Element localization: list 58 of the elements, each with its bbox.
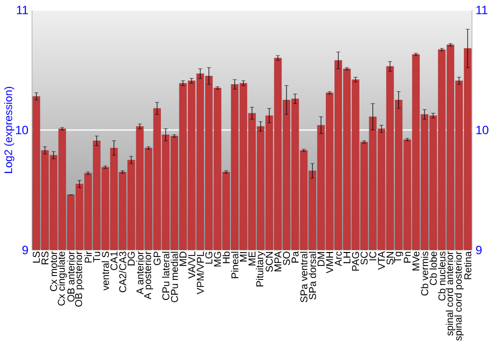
x-tick-label: MG <box>214 252 222 266</box>
x-tick-label: VTA <box>378 251 385 270</box>
x-tick-label: spinal cord posterior <box>454 251 464 341</box>
x-tick-label: LG <box>205 252 212 264</box>
x-tick-label: CA1 <box>110 252 118 270</box>
x-tick-label: VPM/VPL <box>196 252 204 294</box>
x-tick-label: Cx cingulate <box>58 252 67 306</box>
x-tick-label: CPu lateral <box>162 252 170 300</box>
x-tick-label: Cb nucleus <box>438 252 446 301</box>
x-tick-label: Pir <box>84 251 92 263</box>
x-tick-label: DG <box>128 252 135 266</box>
x-tick-label: MPA <box>274 251 282 272</box>
y-axis-title: Log2 (expression) <box>4 86 14 173</box>
x-tick-label: Cb vermis <box>420 252 428 296</box>
x-tick-label: Pn <box>404 252 411 263</box>
x-tick-label: ME <box>248 252 256 266</box>
x-tick-label: VA/VL <box>188 252 196 279</box>
x-tick-label: Hb <box>222 252 230 264</box>
x-tick-label: spinal cord anterior <box>446 251 456 336</box>
x-tick-label: Pa <box>292 251 299 263</box>
x-tick-label: Tu <box>93 252 100 262</box>
x-tick-label: SN <box>386 252 394 265</box>
x-tick-label: Retina <box>464 251 472 280</box>
x-tick-label: MVe <box>412 252 420 270</box>
x-tick-label: Cx motor <box>50 251 58 292</box>
x-tick-label: A posterior <box>144 251 154 300</box>
x-tick-label: CA2/CA3 <box>118 252 126 292</box>
y2-tick-label: 11 <box>476 6 488 14</box>
x-tick-label: Arc <box>334 251 342 266</box>
y-tick-label: 9 <box>22 246 28 254</box>
x-tick-label: Cb lobe <box>430 252 437 286</box>
x-tick-label: LS <box>32 252 40 263</box>
x-tick-label: SO <box>282 252 290 266</box>
x-tick-label: IC <box>369 252 376 260</box>
y-tick-label: 10 <box>16 126 28 134</box>
x-tick-label: Pineal <box>231 252 238 278</box>
x-tick-label: ventral S <box>102 252 109 290</box>
y-tick-label: 11 <box>16 6 28 14</box>
x-tick-label: GP <box>154 252 161 266</box>
x-tick-label: SPa dorsal <box>308 252 316 300</box>
x-tick-label: Tg <box>394 252 404 263</box>
y2-tick-label: 9 <box>476 246 482 254</box>
x-tick-label: OB anterior <box>67 251 74 302</box>
x-tick-label: RS <box>41 252 48 264</box>
x-tick-label: OB posterior <box>74 251 84 307</box>
x-tick-label: A anterior <box>136 251 144 294</box>
y2-tick-label: 10 <box>476 126 488 134</box>
x-tick-label: SPa ventral <box>300 252 308 302</box>
x-tick-label: VMH <box>326 252 334 274</box>
x-tick-label: DM <box>318 252 324 266</box>
x-tick-label: LH <box>343 252 350 264</box>
x-tick-label: Pituitary <box>256 251 266 286</box>
x-tick-label: CPu medial <box>170 252 178 302</box>
x-tick-label: MD <box>180 252 186 266</box>
x-tick-label: PAG <box>352 252 360 271</box>
x-tick-label: SC <box>360 252 368 265</box>
x-tick-label: MI <box>240 252 247 262</box>
x-tick-label: SCN <box>266 252 273 272</box>
